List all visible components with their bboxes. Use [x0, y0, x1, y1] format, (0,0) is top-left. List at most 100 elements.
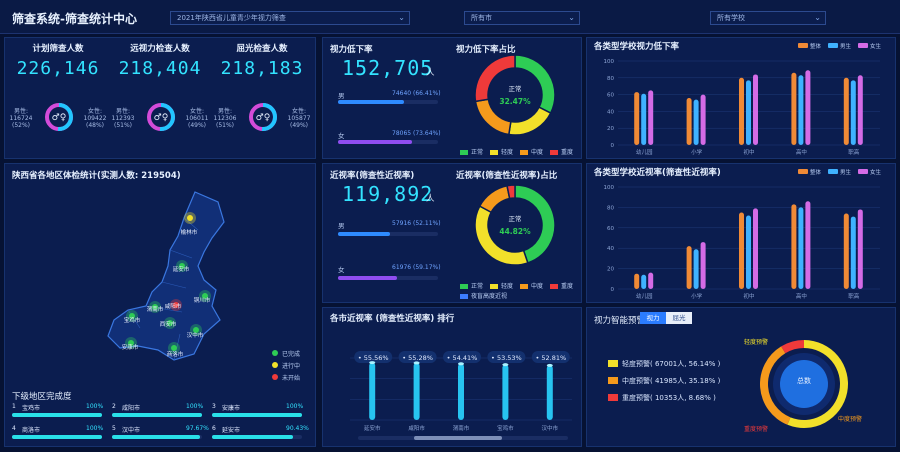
rank-value-label: • 55.28% [402, 354, 433, 362]
completion-rank: 2 [112, 403, 116, 410]
completion-name: 商洛市 [22, 427, 41, 434]
rank-bar-top [369, 361, 376, 365]
map-dot[interactable] [202, 293, 208, 299]
chart-title: 各类型学校视力低下率 [593, 41, 680, 52]
map-city-label: 延安市 [172, 267, 190, 273]
donut-slice-3[interactable] [474, 54, 516, 103]
bar[interactable] [648, 272, 654, 289]
warning-title: 视力智能预警 [594, 316, 646, 326]
bar[interactable] [753, 74, 758, 145]
chevron-down-icon: ⌄ [568, 13, 575, 22]
legend-item: 轻度 [490, 147, 513, 156]
bar[interactable] [746, 80, 751, 145]
ranking-scrollbar[interactable] [358, 436, 568, 440]
bar[interactable] [798, 207, 804, 289]
bar[interactable] [798, 75, 804, 145]
completion-bar [12, 413, 102, 417]
donut-slice-2[interactable] [478, 184, 511, 214]
legend-item: 重度 [550, 281, 573, 290]
bar[interactable] [857, 75, 863, 145]
bar[interactable] [850, 216, 856, 289]
rank-bar[interactable] [502, 364, 509, 420]
bar[interactable] [805, 70, 811, 145]
legend-dot [272, 362, 278, 368]
decline-male-bar [338, 100, 438, 104]
map-dot[interactable] [187, 215, 193, 221]
screening-select[interactable]: 2021年陕西省儿童青少年视力筛查 ⌄ [170, 11, 410, 25]
bar[interactable] [700, 242, 706, 289]
map-dot[interactable] [193, 327, 199, 333]
ranking-scrollbar-thumb[interactable] [414, 436, 502, 440]
tab-refraction[interactable]: 屈光 [666, 312, 692, 324]
bar[interactable] [746, 215, 751, 289]
map-dot[interactable] [128, 340, 134, 346]
bar[interactable] [686, 97, 692, 145]
ring-slice-1[interactable] [760, 346, 791, 425]
school-select[interactable]: 所有学校 ⌄ [710, 11, 826, 25]
bar[interactable] [700, 94, 706, 145]
decline-male-fill [338, 100, 405, 104]
map-dot[interactable] [167, 320, 173, 326]
screening-select-value: 2021年陕西省儿童青少年视力筛查 [177, 14, 286, 22]
donut-slice-3[interactable] [506, 184, 516, 200]
bar[interactable] [634, 92, 640, 145]
bar[interactable] [693, 249, 699, 289]
tab-vision[interactable]: 视力 [640, 312, 666, 324]
chevron-down-icon: ⌄ [814, 13, 821, 22]
legend-label: 中度 [531, 283, 544, 290]
map-dot[interactable] [152, 304, 158, 310]
bar[interactable] [739, 212, 744, 290]
rank-bar[interactable] [458, 363, 464, 420]
ring-slice-0[interactable] [787, 340, 848, 428]
bar[interactable] [805, 201, 811, 289]
page-title: 筛查系统-筛查统计中心 [12, 12, 137, 26]
rank-value-badge [398, 351, 437, 363]
school-select-value: 所有学校 [717, 14, 745, 22]
myopia-title: 近视率(筛查性近视率) [330, 171, 415, 181]
myopia-donut-chart [474, 184, 556, 266]
bar[interactable] [634, 273, 640, 289]
city-select[interactable]: 所有市 ⌄ [464, 11, 580, 25]
rank-bar[interactable] [413, 362, 420, 420]
map-dot[interactable] [129, 313, 135, 319]
decline-female-value: 78065 (73.64%) [392, 130, 441, 137]
map-title: 陕西省各地区体检统计(实测人数: 219504) [12, 171, 181, 181]
donut-slice-1[interactable] [507, 106, 552, 136]
y-tick-label: 60 [607, 226, 614, 232]
bar[interactable] [641, 93, 647, 145]
x-tick-label: 高中 [796, 148, 807, 156]
bar[interactable] [791, 72, 797, 145]
x-tick-label: 幼儿园 [636, 292, 653, 300]
completion-name: 宝鸡市 [22, 405, 41, 412]
bar[interactable] [843, 77, 849, 145]
bar[interactable] [641, 274, 647, 289]
rank-bar[interactable] [369, 362, 376, 420]
bar[interactable] [753, 208, 758, 289]
myopia-ratio-title: 近视率(筛查性近视率)占比 [456, 171, 558, 181]
bar[interactable] [850, 80, 856, 145]
legend-label: 正常 [471, 283, 484, 290]
completion-name: 安康市 [222, 405, 241, 412]
bar[interactable] [648, 90, 654, 145]
bar[interactable] [791, 204, 797, 289]
map-dot[interactable] [171, 345, 177, 351]
stat-vision-gender-ring: ♂♀ [147, 103, 175, 131]
y-tick-label: 20 [607, 267, 614, 273]
completion-pct: 97.67% [186, 425, 209, 432]
bar[interactable] [739, 77, 744, 145]
completion-name: 咸阳市 [122, 405, 141, 412]
bar[interactable] [843, 213, 849, 289]
rank-bar[interactable] [546, 365, 553, 420]
y-tick-label: 80 [607, 76, 614, 82]
completion-pct: 100% [186, 403, 204, 410]
y-tick-label: 40 [607, 246, 614, 252]
bar[interactable] [857, 209, 863, 289]
bar[interactable] [693, 99, 699, 145]
map-dot[interactable] [173, 302, 179, 308]
stat-refraction-value: 218,183 [220, 58, 304, 79]
ring-slice-2[interactable] [781, 340, 804, 354]
map-dot[interactable] [179, 263, 185, 269]
ring-core [780, 360, 828, 408]
bar[interactable] [686, 246, 692, 289]
completion-bar [212, 435, 302, 439]
